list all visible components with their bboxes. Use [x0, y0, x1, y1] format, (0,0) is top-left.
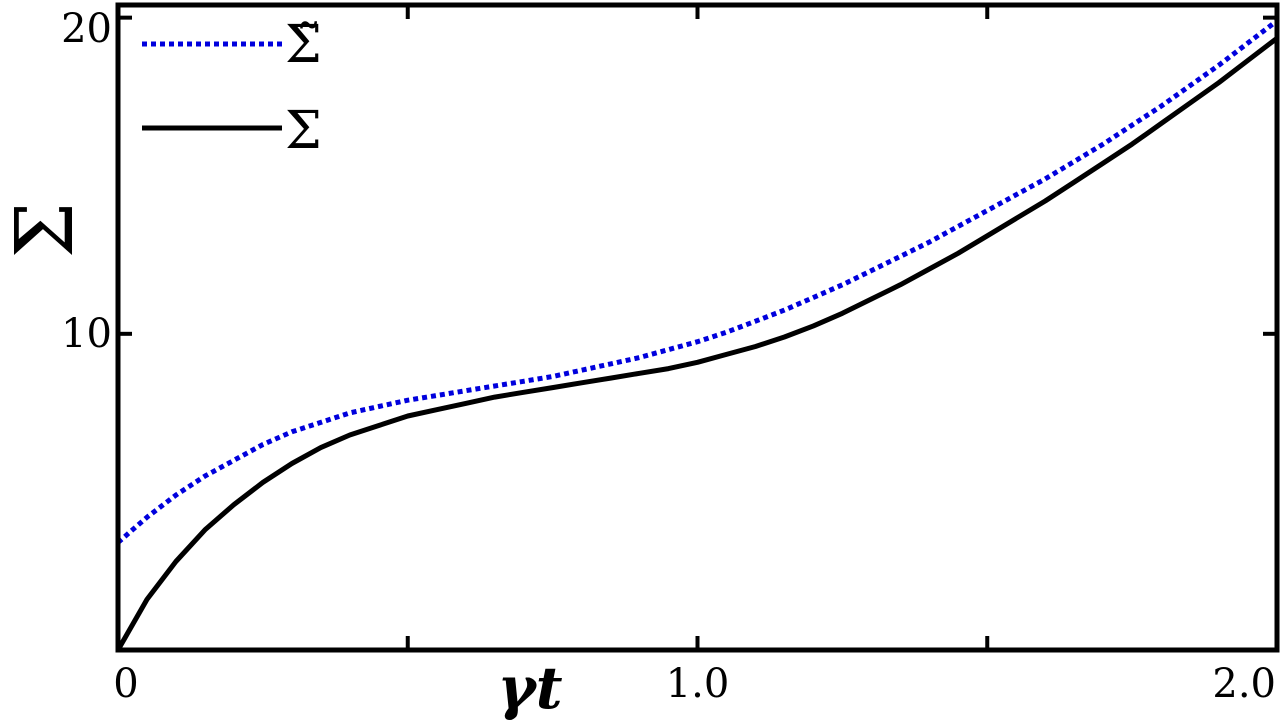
- x-tick-label-0: 0: [113, 661, 138, 707]
- x-tick-label-2: 1.0: [666, 661, 730, 707]
- y-tick-label-1: 20: [61, 6, 112, 52]
- ticks-layer: 0 1.0 2.0 10 20: [61, 5, 1279, 707]
- y-axis-label: Σ: [0, 202, 91, 259]
- legend-label-sigma: Σ: [285, 101, 322, 161]
- x-axis-label: γt: [497, 654, 562, 720]
- series-line-1: [115, 36, 1279, 652]
- legend: Σ̃ Σ: [142, 15, 322, 161]
- series-layer: [115, 18, 1279, 652]
- x-tick-label-4: 2.0: [1212, 661, 1276, 707]
- legend-label-sigma-tilde: Σ̃: [285, 15, 322, 75]
- series-line-0: [116, 18, 1279, 545]
- y-tick-label-0: 10: [61, 311, 112, 357]
